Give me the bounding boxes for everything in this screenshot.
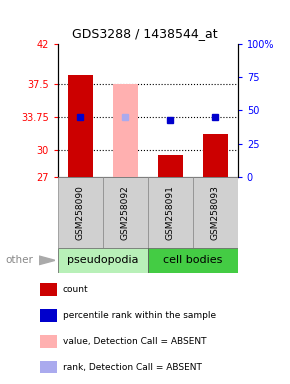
Bar [193, 177, 238, 248]
Text: percentile rank within the sample: percentile rank within the sample [63, 311, 216, 320]
Bar [40, 361, 57, 373]
Bar [103, 177, 148, 248]
Text: rank, Detection Call = ABSENT: rank, Detection Call = ABSENT [63, 363, 202, 372]
Bar [58, 177, 103, 248]
Bar [58, 248, 148, 273]
Bar [40, 309, 57, 321]
Text: GDS3288 / 1438544_at: GDS3288 / 1438544_at [72, 27, 218, 40]
Text: cell bodies: cell bodies [163, 255, 222, 265]
Text: GSM258092: GSM258092 [121, 185, 130, 240]
Text: GSM258093: GSM258093 [211, 185, 220, 240]
Bar [148, 248, 238, 273]
Text: GSM258090: GSM258090 [76, 185, 85, 240]
Bar [40, 335, 57, 348]
Bar [148, 177, 193, 248]
Text: value, Detection Call = ABSENT: value, Detection Call = ABSENT [63, 337, 206, 346]
Bar [158, 154, 183, 177]
Bar [40, 283, 57, 296]
Text: count: count [63, 285, 88, 294]
Text: other: other [6, 255, 34, 265]
Bar [68, 75, 93, 177]
Text: pseudopodia: pseudopodia [67, 255, 139, 265]
Bar [113, 84, 138, 177]
Polygon shape [39, 256, 55, 265]
Bar [203, 134, 228, 177]
Text: GSM258091: GSM258091 [166, 185, 175, 240]
